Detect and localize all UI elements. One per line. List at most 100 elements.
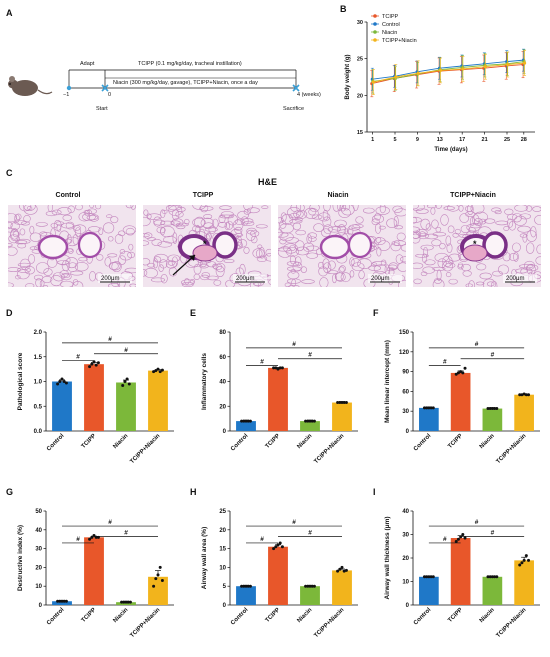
data-point bbox=[62, 380, 66, 383]
data-point bbox=[127, 382, 131, 386]
y-tick-label: 20 bbox=[402, 556, 409, 562]
he-label-tcipp-niacin: TCIPP+Niacin bbox=[450, 192, 496, 199]
data-point bbox=[312, 584, 316, 588]
data-point bbox=[306, 584, 310, 588]
data-point bbox=[121, 383, 125, 387]
bar-TCIPP bbox=[268, 367, 288, 431]
significance-mark: # bbox=[475, 341, 479, 348]
data-point bbox=[272, 366, 276, 370]
bar-TCIPP bbox=[84, 537, 104, 605]
he-image-control: 200μm bbox=[8, 205, 136, 287]
data-point bbox=[422, 406, 426, 410]
y-tick-label: 2.0 bbox=[34, 330, 43, 336]
panel-letter-e: E bbox=[190, 308, 197, 318]
data-point bbox=[520, 561, 524, 565]
data-point bbox=[459, 370, 463, 374]
y-axis-label: Body weight (g) bbox=[345, 55, 351, 100]
data-point bbox=[527, 558, 531, 562]
data-point bbox=[160, 579, 164, 583]
y-tick-label: 20 bbox=[219, 528, 226, 534]
y-tick-label: 15 bbox=[219, 547, 226, 553]
panel-letter-f: F bbox=[373, 308, 379, 318]
y-tick-label: 0 bbox=[406, 603, 410, 609]
he-title: H&E bbox=[258, 177, 278, 187]
y-tick-label: 25 bbox=[357, 57, 363, 63]
legend-label: Control bbox=[382, 22, 400, 28]
y-tick-label: 0 bbox=[223, 429, 227, 435]
data-point bbox=[463, 536, 467, 540]
data-point bbox=[461, 371, 465, 375]
data-point bbox=[338, 567, 342, 571]
data-point bbox=[56, 599, 60, 603]
y-tick-label: 30 bbox=[402, 409, 409, 415]
category-label: TCIPP+Niacin bbox=[496, 607, 528, 639]
svg-text:*: * bbox=[203, 239, 207, 249]
data-point bbox=[88, 537, 92, 541]
significance-mark: # bbox=[443, 536, 447, 543]
data-point bbox=[429, 406, 433, 410]
category-label: Control bbox=[413, 607, 433, 627]
data-point bbox=[154, 369, 158, 373]
data-point bbox=[425, 575, 429, 579]
chart-destructive-index: 0 10 20 30 40 50 Destructive index (%) Control T… bbox=[17, 509, 174, 639]
panel-letter-c: C bbox=[6, 168, 13, 178]
category-label: Niacin bbox=[112, 607, 129, 624]
y-tick-label: 60 bbox=[402, 389, 409, 395]
data-point bbox=[427, 575, 431, 579]
data-point bbox=[486, 575, 490, 579]
category-label: TCIPP+Niacin bbox=[129, 433, 161, 465]
bar-TCIPP+Niacin bbox=[332, 570, 352, 605]
data-point bbox=[429, 575, 433, 579]
data-point bbox=[276, 367, 280, 371]
y-tick-label: 30 bbox=[402, 533, 409, 539]
category-label: Niacin bbox=[296, 433, 313, 450]
y-axis-label: Destructive index (%) bbox=[17, 525, 24, 591]
data-point bbox=[60, 377, 64, 381]
data-point bbox=[463, 366, 467, 370]
he-label-tcipp: TCIPP bbox=[192, 192, 214, 199]
timeline-adapt: Adapt bbox=[80, 61, 95, 67]
data-point bbox=[490, 575, 494, 579]
data-point bbox=[371, 80, 375, 84]
data-point bbox=[90, 535, 94, 539]
data-point bbox=[240, 584, 244, 588]
data-point bbox=[94, 363, 98, 367]
data-point bbox=[304, 584, 308, 588]
he-label-control: Control bbox=[55, 192, 81, 199]
chart-mean-linear-intercept: 0 30 60 90 120 150 Mean linear intercept (mm) C… bbox=[384, 330, 540, 465]
data-point bbox=[488, 575, 492, 579]
significance-mark: # bbox=[108, 336, 112, 343]
significance-mark: # bbox=[76, 354, 80, 361]
bar-TCIPP+Niacin bbox=[514, 394, 534, 431]
y-tick-label: 0.5 bbox=[34, 404, 43, 410]
data-point bbox=[248, 584, 252, 588]
category-label: TCIPP+Niacin bbox=[129, 607, 161, 639]
bar-Control bbox=[52, 381, 72, 431]
bar-Niacin bbox=[116, 382, 136, 431]
he-image-tcipp-niacin: * 200μm bbox=[413, 205, 541, 287]
data-point bbox=[461, 67, 465, 71]
data-point bbox=[336, 569, 340, 573]
data-point bbox=[454, 540, 458, 544]
data-point bbox=[490, 407, 494, 411]
y-tick-label: 120 bbox=[399, 350, 410, 356]
bar-Control bbox=[419, 407, 439, 431]
bar-Control bbox=[236, 421, 256, 431]
data-point bbox=[120, 600, 124, 604]
category-label: TCIPP bbox=[447, 607, 464, 624]
y-tick-label: 1.5 bbox=[34, 355, 43, 361]
category-label: Control bbox=[230, 433, 250, 453]
y-tick-label: 20 bbox=[219, 404, 226, 410]
data-point bbox=[280, 366, 284, 370]
chart-pathological-score: 0.0 0.5 1.0 1.5 2.0 Pathological score Control… bbox=[17, 330, 174, 465]
y-tick-label: 0.0 bbox=[34, 429, 43, 435]
data-point bbox=[422, 575, 426, 579]
timeline-tcipp: TCIPP (0.1 mg/kg/day, tracheal instillat… bbox=[138, 61, 242, 67]
data-point bbox=[62, 599, 66, 603]
data-point bbox=[459, 535, 463, 539]
data-point bbox=[156, 367, 160, 371]
data-point bbox=[394, 75, 398, 79]
category-label: TCIPP bbox=[447, 433, 464, 450]
significance-mark: # bbox=[260, 536, 264, 543]
category-label: Niacin bbox=[112, 433, 129, 450]
